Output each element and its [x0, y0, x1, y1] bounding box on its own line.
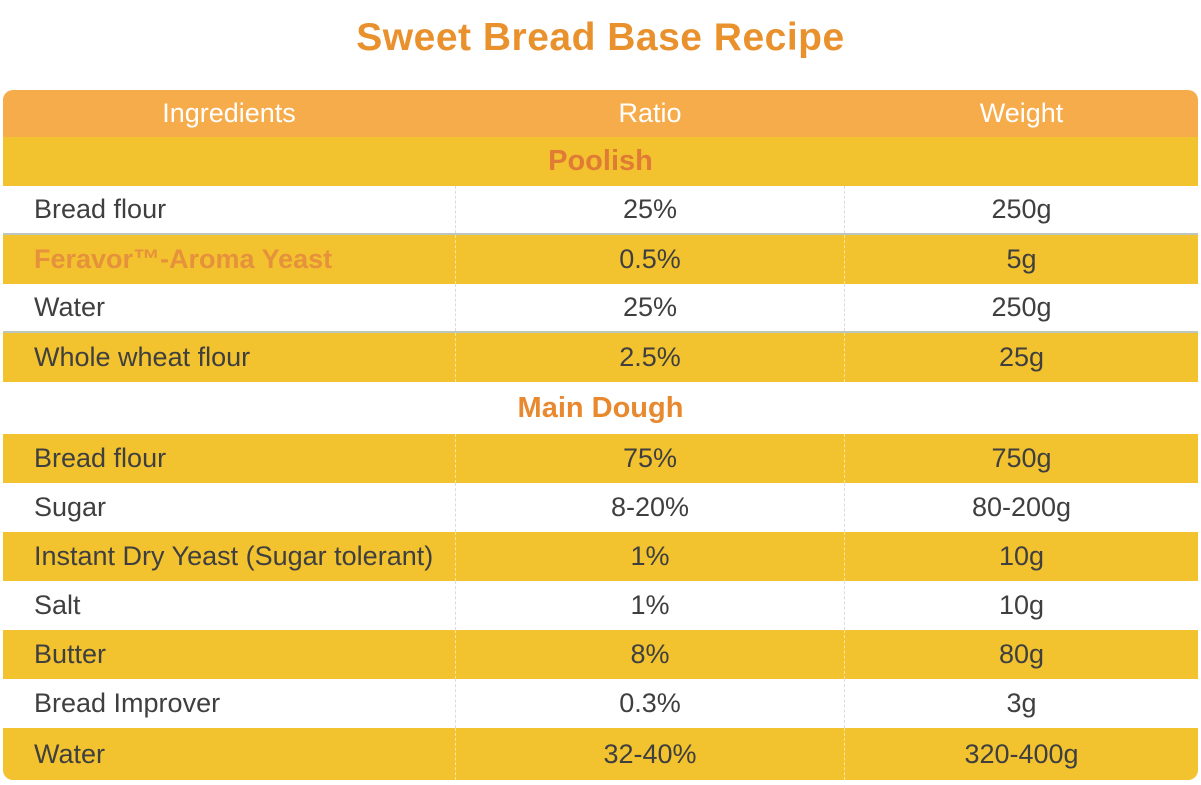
weight-cell: 250g [991, 292, 1052, 322]
ingredient-cell: Instant Dry Yeast (Sugar tolerant) [34, 541, 434, 571]
table-row: Water 32-40% 320-400g [3, 728, 1198, 780]
ingredient-cell: Butter [34, 639, 107, 669]
table-row: Sugar 8-20% 80-200g [3, 483, 1198, 532]
ratio-cell: 2.5% [455, 333, 845, 382]
ratio-cell: 0.3% [455, 679, 845, 728]
ratio-cell: 8% [455, 630, 845, 679]
weight-cell: 750g [991, 443, 1052, 473]
weight-cell: 80-200g [971, 492, 1072, 522]
ingredient-cell: Bread flour [34, 194, 167, 224]
table-row: Instant Dry Yeast (Sugar tolerant) 1% 10… [3, 532, 1198, 581]
ingredient-cell: Water [34, 292, 106, 322]
ingredient-cell: Bread Improver [34, 688, 221, 718]
weight-cell: 25g [998, 342, 1045, 372]
weight-cell: 10g [998, 590, 1045, 620]
column-header-ingredients: Ingredients [162, 98, 296, 128]
weight-cell: 10g [998, 541, 1045, 571]
ratio-cell: 1% [455, 532, 845, 581]
table-row: Bread flour 75% 750g [3, 434, 1198, 483]
section-header-poolish: Poolish [3, 137, 1198, 186]
ingredient-cell: Bread flour [34, 443, 167, 473]
weight-cell: 320-400g [964, 738, 1079, 769]
ingredient-cell: Sugar [34, 492, 107, 522]
table-row: Bread Improver 0.3% 3g [3, 679, 1198, 728]
ratio-cell: 8-20% [455, 483, 845, 532]
ingredient-cell: Salt [34, 590, 81, 620]
ratio-cell: 75% [455, 434, 845, 483]
ratio-cell: 0.5% [455, 235, 845, 284]
ratio-cell: 25% [455, 186, 845, 233]
ingredient-cell: Whole wheat flour [34, 342, 251, 372]
column-header-ratio: Ratio [618, 98, 682, 128]
ingredient-cell-feravor: Feravor™-Aroma Yeast [34, 244, 333, 274]
recipe-table: Ingredients Ratio Weight Poolish Bread f… [3, 90, 1198, 780]
section-header-main-dough: Main Dough [3, 382, 1198, 434]
ingredient-cell: Water [34, 738, 106, 769]
table-row-highlighted: Feravor™-Aroma Yeast 0.5% 5g [3, 235, 1198, 284]
page-title: Sweet Bread Base Recipe [356, 16, 845, 59]
weight-cell: 5g [1006, 244, 1037, 274]
table-header-row: Ingredients Ratio Weight [3, 90, 1198, 137]
table-row: Whole wheat flour 2.5% 25g [3, 333, 1198, 382]
table-row: Salt 1% 10g [3, 581, 1198, 630]
ratio-cell: 32-40% [455, 728, 845, 780]
weight-cell: 250g [991, 194, 1052, 224]
ratio-cell: 1% [455, 581, 845, 630]
ratio-cell: 25% [455, 284, 845, 331]
table-row: Water 25% 250g [3, 284, 1198, 333]
title-bar: Sweet Bread Base Recipe [0, 0, 1201, 90]
column-header-weight: Weight [979, 98, 1064, 128]
weight-cell: 3g [1006, 688, 1037, 718]
table-row: Bread flour 25% 250g [3, 186, 1198, 235]
weight-cell: 80g [998, 639, 1045, 669]
table-row: Butter 8% 80g [3, 630, 1198, 679]
